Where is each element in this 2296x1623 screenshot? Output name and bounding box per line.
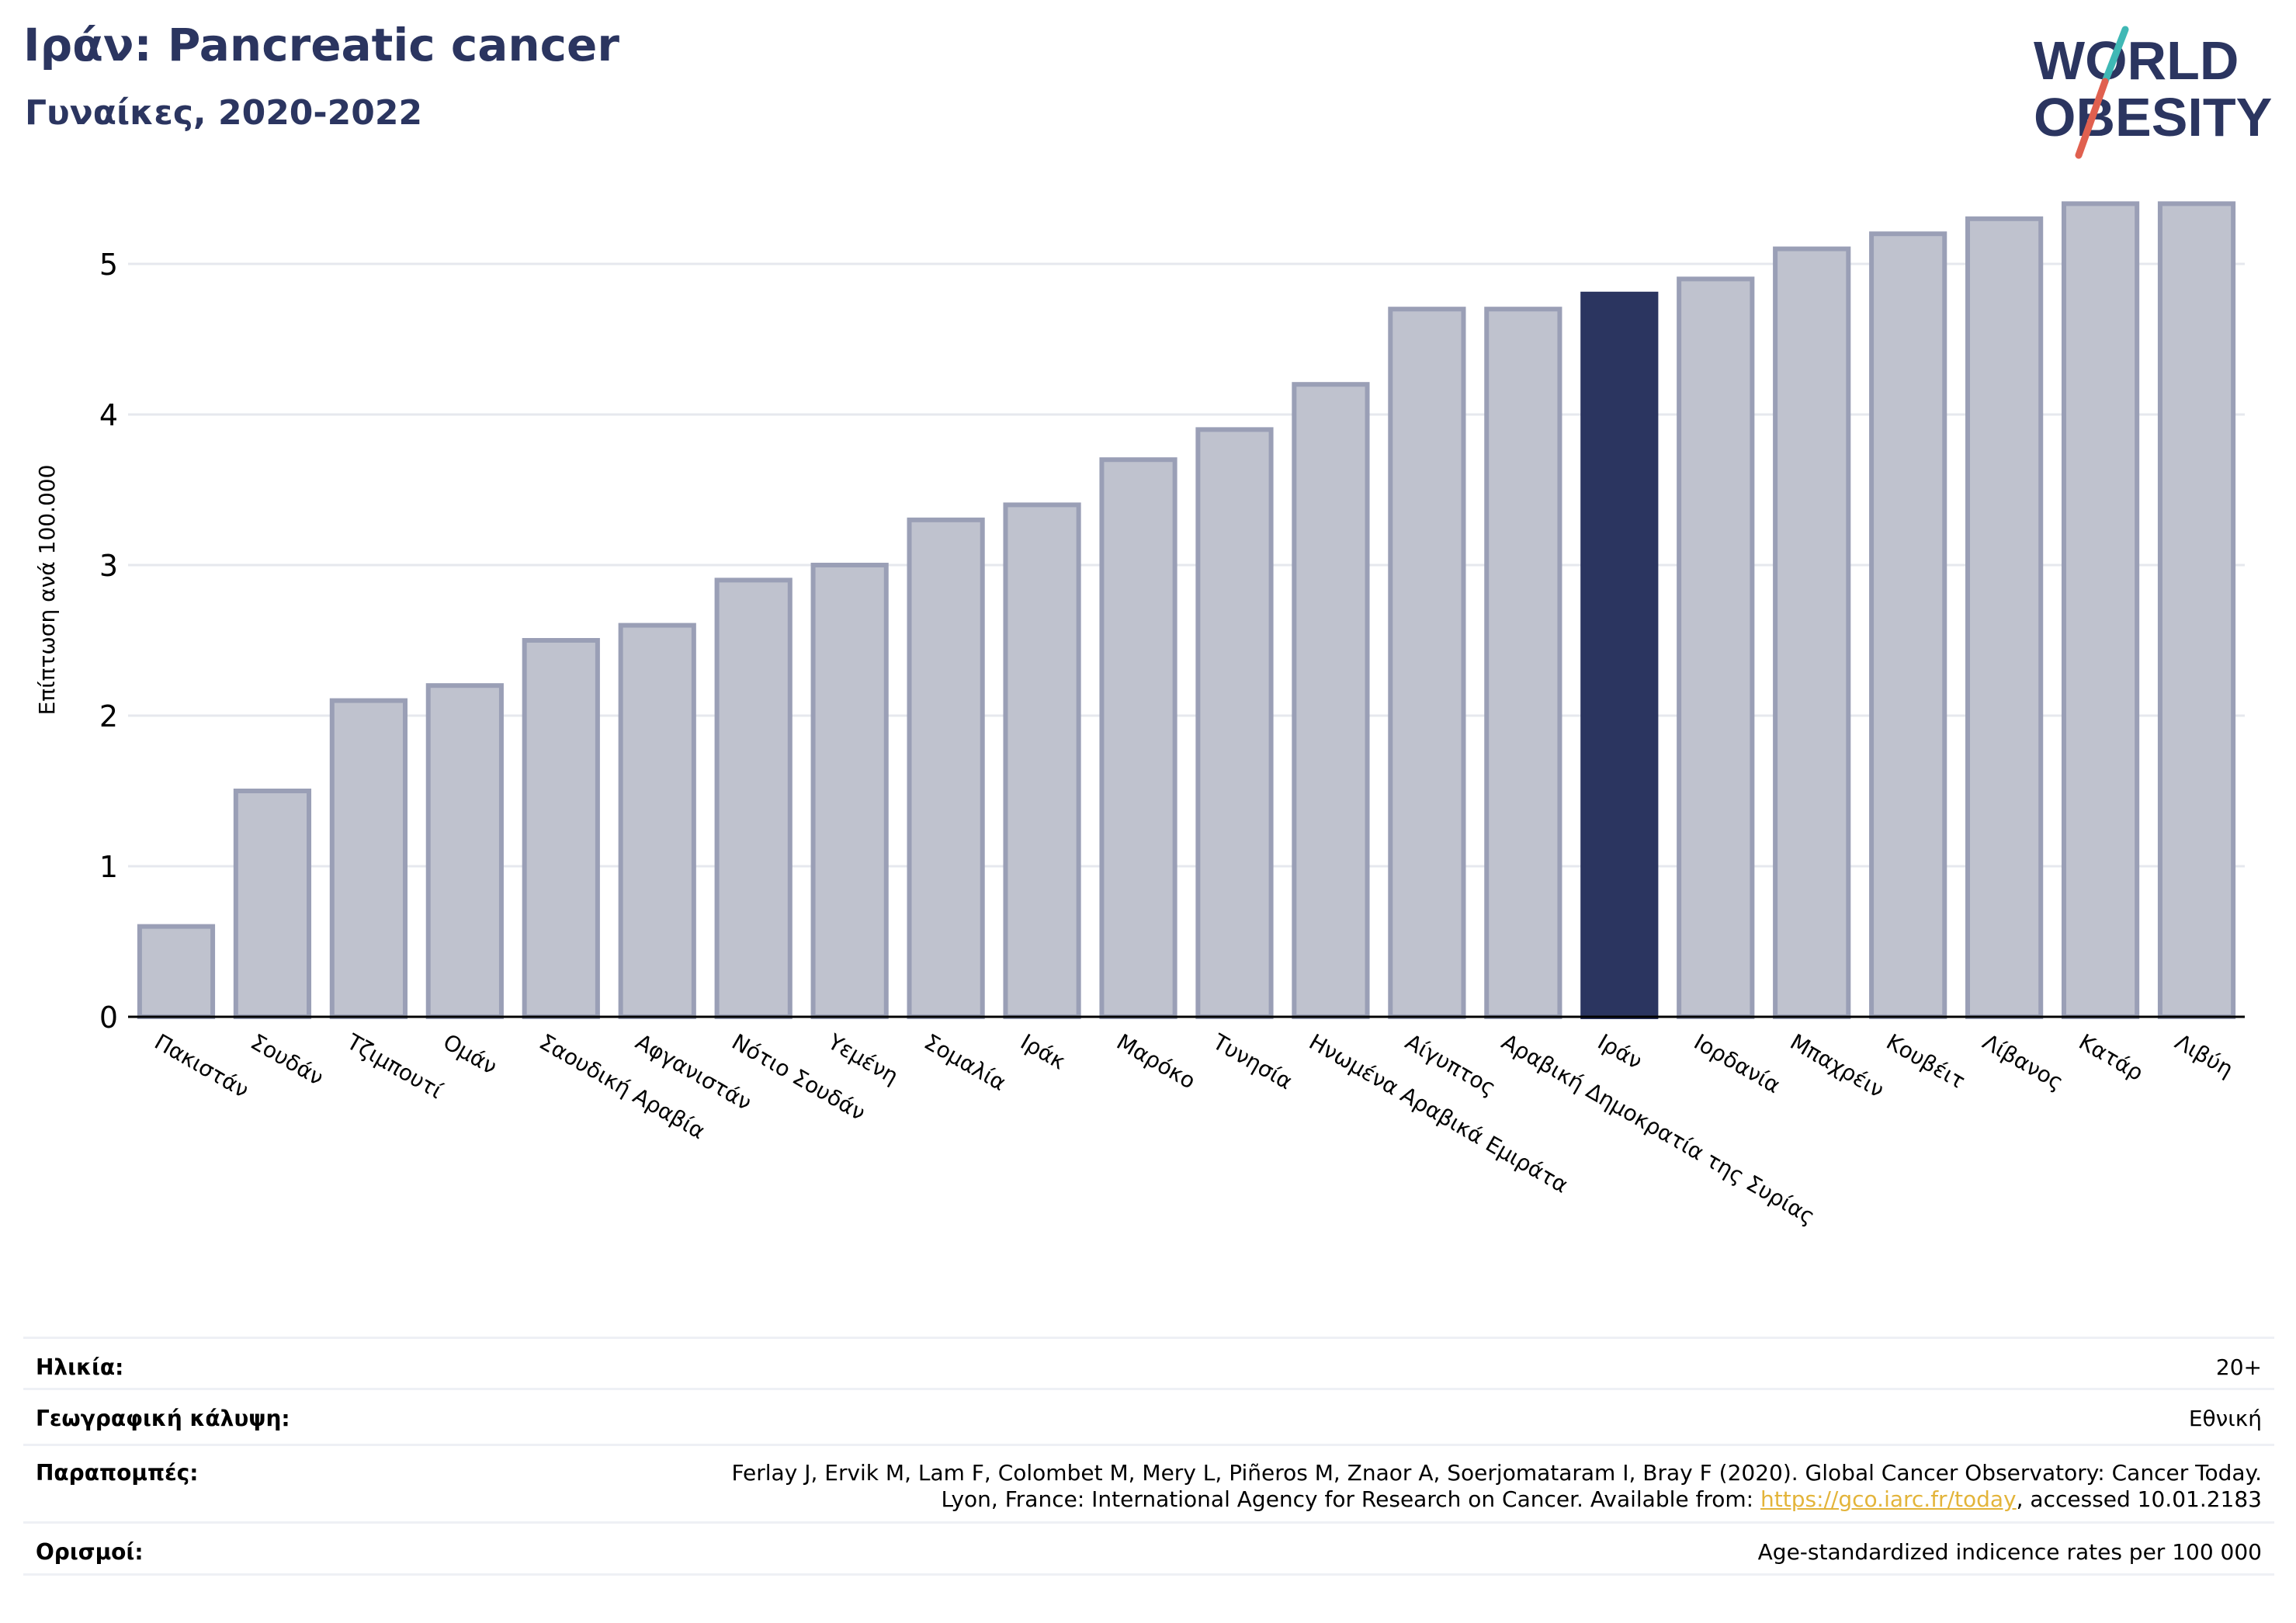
age-label: Ηλικία: [36,1354,124,1380]
info-row-age: Ηλικία: 20+ [23,1337,2274,1388]
bar [1292,382,1370,1019]
bar [233,789,312,1019]
x-tick-label: Μαρόκο [1112,1028,1200,1094]
x-tick-label: Σουδάν [246,1028,328,1091]
info-row-geo: Γεωγραφική κάλυψη: Εθνική [23,1388,2274,1444]
y-tick-label: 1 [99,850,118,884]
logo-slash-red [2075,78,2109,159]
bar [137,924,216,1019]
logo-text-obesity: OBESITY [2034,87,2272,147]
geo-value: Εθνική [2188,1406,2262,1431]
y-tick-label: 2 [99,699,118,733]
x-tick-label: Αραβική Δημοκρατία της Συρίας [1497,1028,1819,1229]
x-tick-label: Λίβανος [1979,1028,2068,1095]
info-row-references: Παραπομπές: Ferlay J, Ervik M, Lam F, Co… [23,1444,2274,1521]
bar [618,622,696,1019]
x-tick-label: Κουβέιτ [1882,1028,1970,1094]
bar [425,683,504,1019]
x-tick-label: Σαουδική Αραβία [535,1028,709,1144]
x-tick-label: Υεμένη [823,1028,903,1089]
bar [810,563,889,1019]
bar [907,517,985,1019]
bar [1773,246,1851,1020]
bar [1484,307,1562,1019]
info-table: Ηλικία: 20+ Γεωγραφική κάλυψη: Εθνική Πα… [23,1337,2274,1576]
x-tick-label: Ομάν [439,1028,501,1080]
y-tick-label: 4 [99,398,118,432]
reference-line-2: Lyon, France: International Agency for R… [731,1486,2262,1513]
bars [137,201,2236,1020]
y-axis-label: Επίπτωση ανά 100.000 [34,465,60,716]
definitions-label: Ορισμοί: [36,1539,144,1565]
logo-text-world: WORLD [2034,30,2239,91]
bar [714,577,793,1019]
world-obesity-logo: WORLD OBESITY [2034,26,2272,159]
bar [2061,201,2140,1019]
x-tick-label: Ιράν [1594,1028,1647,1074]
bar [1965,216,2044,1019]
x-tick-label: Πακιστάν [150,1028,253,1103]
chart-title: Ιράν: Pancreatic cancer [23,19,619,71]
reference-link[interactable]: https://gco.iarc.fr/today [1760,1486,2017,1512]
bar [1869,231,1947,1019]
logo-slash-teal [2101,26,2129,85]
geo-label: Γεωγραφική κάλυψη: [36,1406,290,1431]
info-row-definitions: Ορισμοί: Age-standardized indicence rate… [23,1521,2274,1576]
y-tick-label: 0 [99,1001,118,1035]
references-value: Ferlay J, Ervik M, Lam F, Colombet M, Me… [731,1460,2262,1513]
chart-subtitle: Γυναίκες, 2020-2022 [25,93,423,133]
bar [329,698,408,1019]
x-tick-label: Ιορδανία [1690,1028,1784,1098]
bar [1003,502,1081,1019]
bar [2157,201,2236,1019]
reference-line-2-suffix: , accessed 10.01.2183 [2016,1486,2262,1512]
x-tick-label: Λιβύη [2171,1028,2238,1082]
age-value: 20+ [2215,1354,2262,1380]
bar [1388,307,1466,1019]
x-tick-label: Τζιμπουτί [342,1028,448,1104]
reference-line-1: Ferlay J, Ervik M, Lam F, Colombet M, Me… [731,1460,2262,1486]
x-tick-label: Σομαλία [920,1028,1011,1095]
references-label: Παραπομπές: [36,1460,199,1486]
y-tick-label: 5 [99,248,118,282]
definitions-value: Age-standardized indicence rates per 100… [1757,1539,2262,1565]
bar [1195,427,1274,1019]
reference-line-2-prefix: Lyon, France: International Agency for R… [941,1486,1760,1512]
y-tick-label: 3 [99,549,118,583]
bar [1099,457,1177,1019]
bar [1677,276,1755,1019]
x-tick-label: Ιράκ [1016,1028,1070,1074]
bar [522,638,600,1019]
bar-highlight [1580,291,1659,1019]
x-tick-label: Τυνησία [1208,1028,1297,1094]
x-tick-label: Μπαχρέιν [1786,1028,1888,1102]
x-tick-label: Κατάρ [2075,1028,2148,1086]
